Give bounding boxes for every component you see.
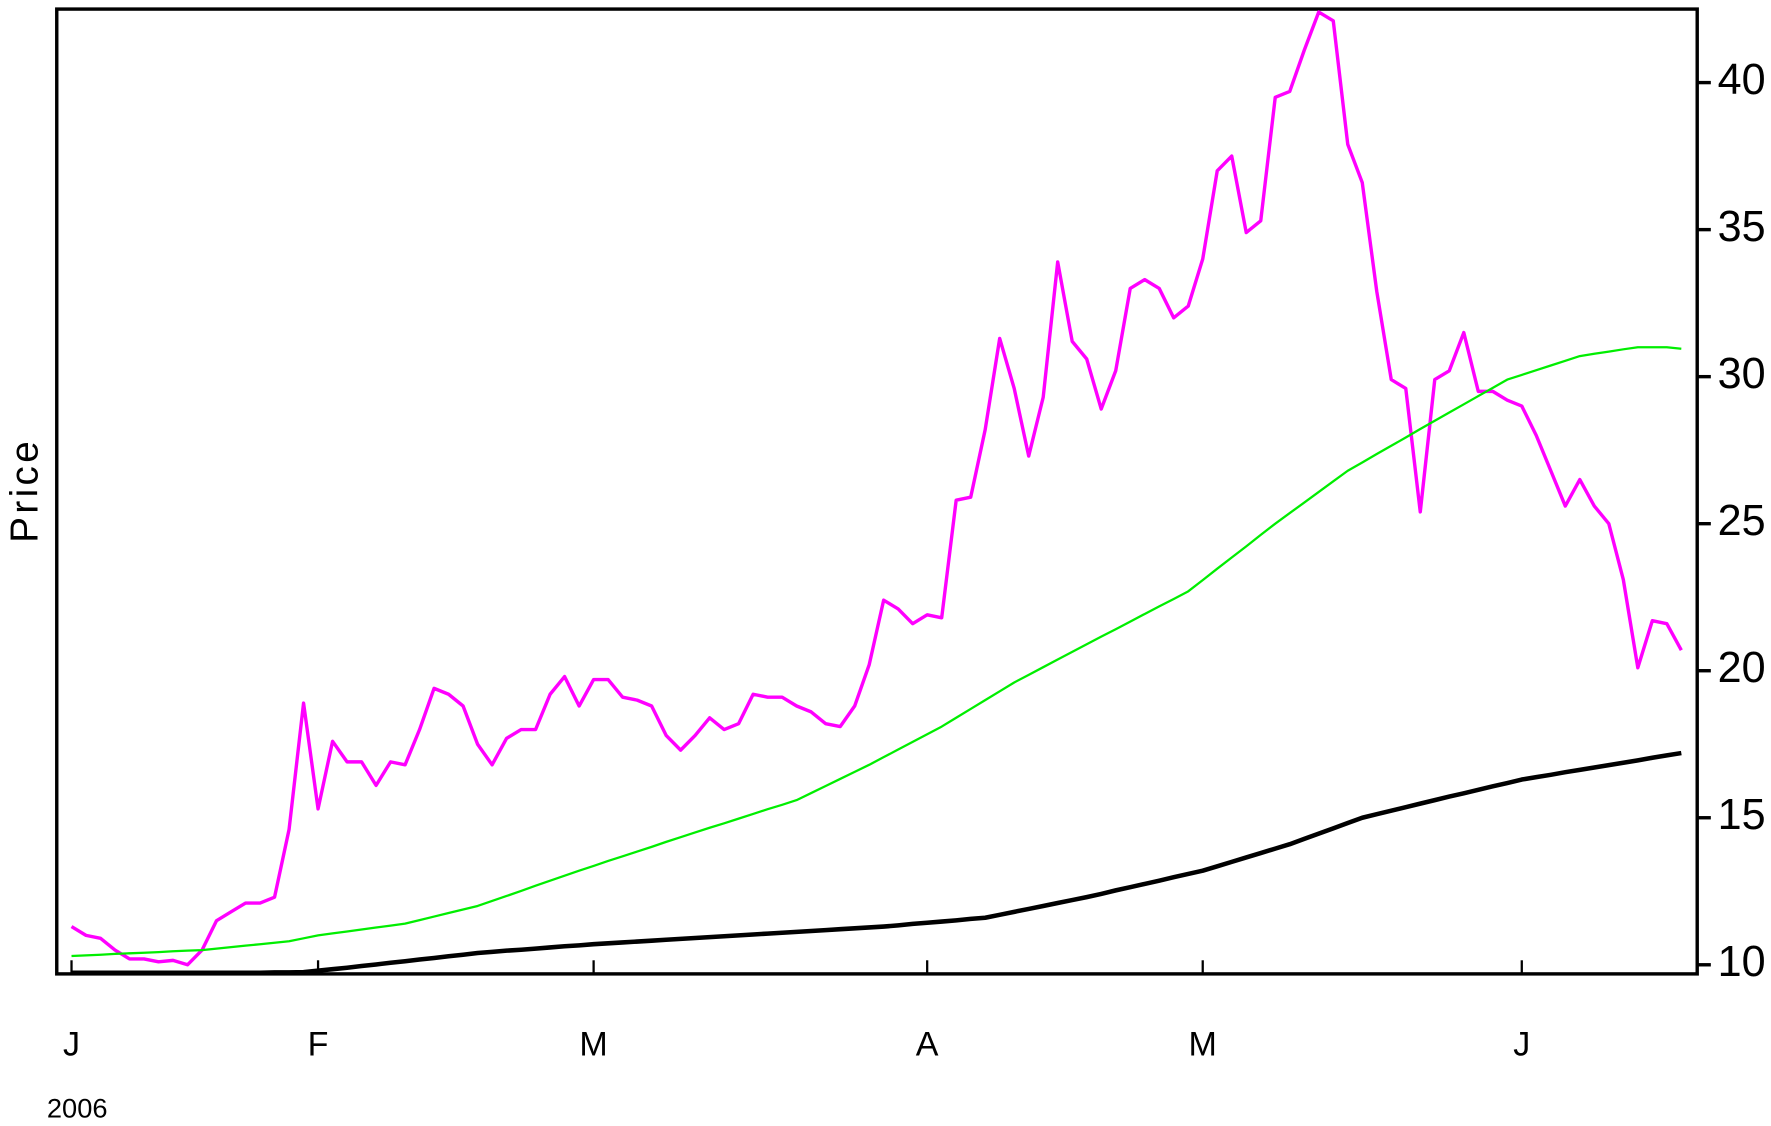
- x-tick-label: M: [579, 1026, 607, 1064]
- series-line: [71, 346, 1682, 958]
- y-tick-label: 25: [1718, 497, 1766, 545]
- y-tick-label: 10: [1718, 938, 1766, 986]
- x-tick-label: F: [308, 1026, 329, 1064]
- x-tick-label: A: [916, 1026, 939, 1064]
- y-axis-label: Price: [3, 438, 46, 543]
- x-sublabel: 2006: [47, 1092, 108, 1123]
- series-line: [70, 10, 1683, 967]
- y-tick-label: 15: [1718, 791, 1766, 839]
- plot-frame: [55, 7, 1699, 976]
- y-tick-label: 35: [1718, 203, 1766, 251]
- y-tick-label: 20: [1718, 644, 1766, 692]
- y-tick-label: 40: [1718, 56, 1766, 104]
- y-tick-label: 30: [1718, 350, 1766, 398]
- x-tick-label: J: [1513, 1026, 1530, 1064]
- series-line: [71, 750, 1682, 975]
- x-tick-label: J: [63, 1026, 80, 1064]
- x-tick-label: M: [1189, 1026, 1217, 1064]
